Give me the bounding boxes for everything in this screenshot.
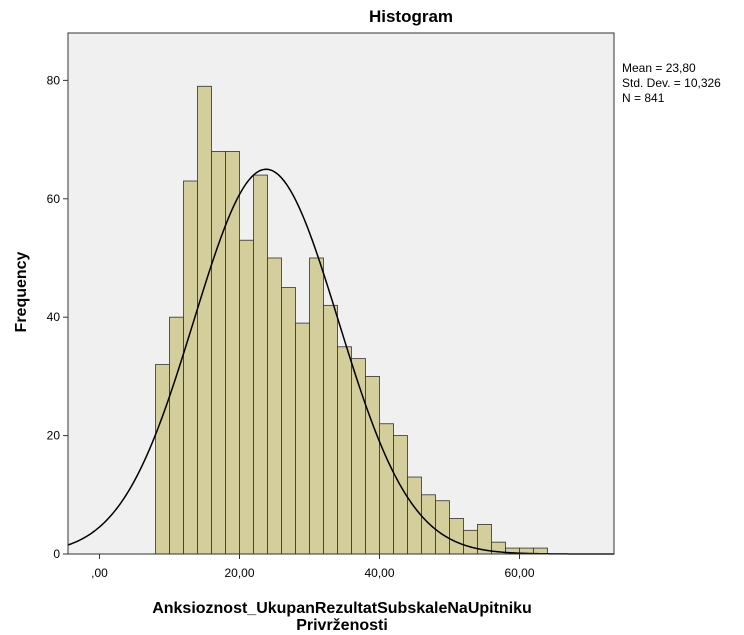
histogram-bar — [449, 518, 464, 555]
plot-border — [67, 32, 615, 555]
x-axis-label-line-1: Anksioznost_UkupanRezultatSubskaleNaUpit… — [152, 600, 532, 617]
histogram-bar — [183, 180, 198, 555]
chart-title: Histogram — [369, 7, 453, 26]
bars-group — [155, 85, 548, 555]
stat-std-dev: Std. Dev. = 10,326 — [622, 76, 721, 90]
y-tick-label: 80 — [47, 73, 61, 87]
histogram-bar — [211, 151, 226, 555]
histogram-bar — [225, 151, 240, 555]
histogram-bar — [169, 316, 184, 555]
y-tick-label: 20 — [47, 429, 61, 443]
histogram-bar — [295, 322, 310, 555]
stat-n: N = 841 — [622, 91, 665, 105]
x-tick-label: ,00 — [91, 566, 108, 580]
histogram-bar — [197, 85, 212, 555]
histogram-bar — [365, 375, 380, 555]
y-axis-label: Frequency — [13, 251, 30, 332]
y-tick-label: 60 — [47, 192, 61, 206]
histogram-bar — [379, 423, 394, 555]
histogram-bar — [253, 174, 268, 555]
x-tick-label: 40,00 — [364, 566, 394, 580]
y-tick-label: 0 — [53, 547, 60, 561]
histogram-bar — [337, 346, 352, 555]
histogram-bar — [421, 494, 436, 555]
stat-mean: Mean = 23,80 — [622, 61, 696, 75]
normal-curve — [67, 168, 614, 555]
histogram-bar — [463, 529, 478, 555]
histogram-bar — [407, 476, 422, 555]
y-tick-label: 40 — [47, 310, 61, 324]
x-axis: ,00 20,00 40,00 60,00 — [91, 554, 535, 580]
x-tick-label: 60,00 — [504, 566, 534, 580]
histogram-bar — [435, 500, 450, 555]
histogram-bar — [323, 304, 338, 555]
histogram-bar — [267, 257, 282, 555]
histogram-bar — [309, 257, 324, 555]
x-tick-label: 20,00 — [224, 566, 254, 580]
x-axis-label-line-2: Privrženosti — [296, 617, 388, 634]
histogram-bar — [239, 239, 254, 555]
histogram-bar — [155, 364, 170, 555]
y-axis: 0 20 40 60 80 — [47, 73, 68, 561]
histogram-bar — [281, 287, 296, 555]
histogram-bar — [351, 358, 366, 555]
